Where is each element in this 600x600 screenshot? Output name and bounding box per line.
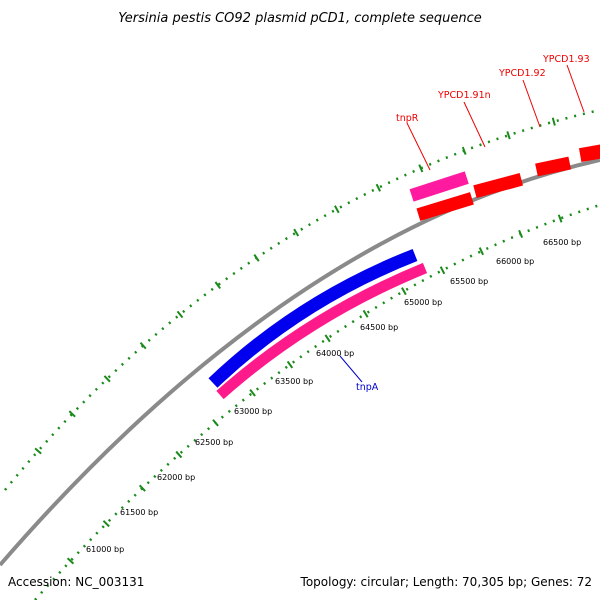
tick-label-66500: 66500 bp bbox=[543, 238, 581, 247]
gene-label-ypcd192: YPCD1.92 bbox=[498, 68, 546, 79]
inner-major-tick bbox=[557, 214, 563, 223]
tick-label-62000: 62000 bp bbox=[157, 473, 195, 482]
gene-tnpR-red[interactable] bbox=[416, 192, 474, 221]
leader-ypcd193 bbox=[566, 64, 585, 113]
outer-major-tick bbox=[34, 447, 42, 455]
inner-major-tick bbox=[249, 389, 256, 397]
gene-ypcd192[interactable] bbox=[535, 156, 572, 177]
accession-text: Accession: NC_003131 bbox=[8, 575, 144, 589]
outer-major-tick bbox=[461, 146, 467, 155]
inner-major-tick bbox=[66, 557, 75, 565]
outer-major-tick bbox=[375, 183, 381, 192]
outer-major-tick bbox=[176, 310, 184, 319]
gene-label-tnpA: tnpA bbox=[356, 382, 379, 393]
gene-tnpR-magenta[interactable] bbox=[409, 171, 469, 202]
inner-major-tick bbox=[102, 520, 110, 528]
gene-ypcd191n[interactable] bbox=[473, 172, 523, 198]
inner-tick-ring bbox=[34, 203, 600, 600]
plasmid-backbone bbox=[0, 158, 600, 567]
inner-major-tick bbox=[212, 419, 219, 427]
major-ticks bbox=[34, 117, 563, 565]
tick-label-62500: 62500 bp bbox=[195, 438, 233, 447]
summary-text: Topology: circular; Length: 70,305 bp; G… bbox=[300, 575, 592, 589]
outer-major-tick bbox=[418, 164, 424, 173]
outer-major-tick bbox=[551, 117, 556, 126]
gene-ypcd193[interactable] bbox=[578, 144, 600, 162]
leader-tnpR bbox=[406, 122, 431, 171]
inner-major-tick bbox=[175, 450, 183, 459]
outer-major-tick bbox=[139, 341, 147, 350]
outer-major-tick bbox=[334, 205, 340, 214]
inner-major-tick bbox=[518, 229, 524, 239]
tick-label-63000: 63000 bp bbox=[234, 407, 272, 416]
tick-label-65000: 65000 bp bbox=[404, 298, 442, 307]
tick-label-61500: 61500 bp bbox=[120, 508, 158, 517]
tick-label-65500: 65500 bp bbox=[450, 277, 488, 286]
tick-label-64000: 64000 bp bbox=[316, 349, 354, 358]
gene-label-ypcd193: YPCD1.93 bbox=[542, 54, 590, 65]
leader-ypcd192 bbox=[522, 79, 541, 128]
gene-tnpA-magenta[interactable] bbox=[216, 262, 428, 400]
gene-label-ypcd191n: YPCD1.91n bbox=[437, 90, 491, 101]
tick-label-63500: 63500 bp bbox=[275, 377, 313, 386]
outer-major-tick bbox=[293, 228, 300, 237]
outer-tick-ring bbox=[4, 108, 600, 491]
inner-major-tick bbox=[324, 334, 331, 343]
tick-label-61000: 61000 bp bbox=[86, 545, 124, 554]
inner-major-tick bbox=[401, 287, 407, 296]
outer-major-tick bbox=[103, 375, 111, 383]
map-title: Yersinia pestis CO92 plasmid pCD1, compl… bbox=[118, 11, 481, 26]
inner-major-tick bbox=[362, 309, 369, 318]
tick-label-64500: 64500 bp bbox=[360, 323, 398, 332]
outer-major-tick bbox=[506, 131, 511, 140]
inner-major-tick bbox=[478, 247, 484, 256]
leader-ypcd191n bbox=[463, 101, 486, 148]
leader-tnpA bbox=[339, 355, 363, 383]
gene-tnpA-blue[interactable] bbox=[208, 248, 418, 388]
inner-major-tick bbox=[439, 266, 446, 275]
gene-label-tnpR: tnpR bbox=[396, 113, 419, 124]
inner-major-tick bbox=[138, 484, 146, 492]
outer-major-tick bbox=[253, 254, 260, 262]
outer-major-tick bbox=[214, 281, 221, 290]
inner-major-tick bbox=[286, 360, 294, 369]
tick-label-66000: 66000 bp bbox=[496, 257, 534, 266]
outer-major-tick bbox=[68, 410, 76, 418]
